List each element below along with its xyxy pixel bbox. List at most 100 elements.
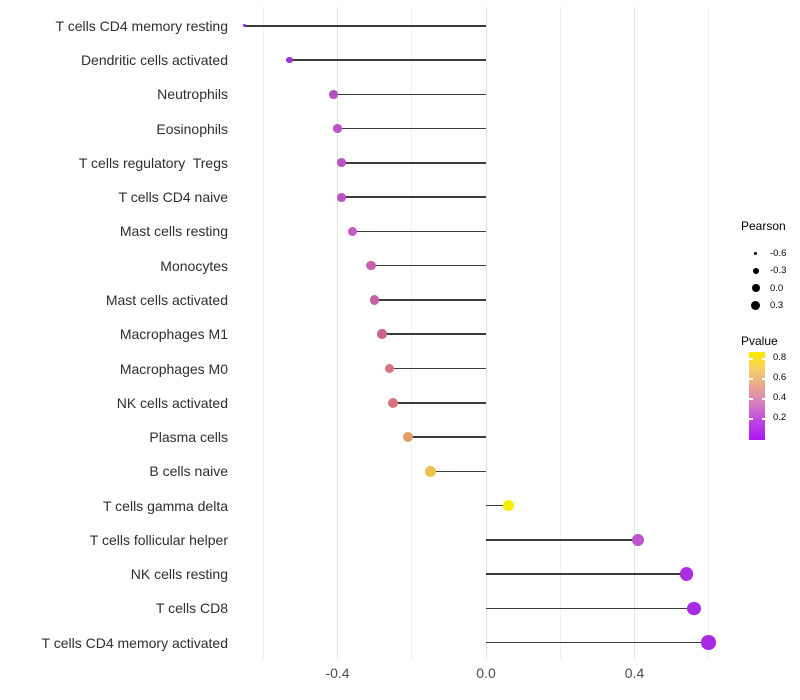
lollipop-dot — [687, 601, 701, 616]
lollipop-stem — [333, 93, 486, 96]
pearson-size-legend: Pearson -0.6 -0.3 0.0 0.3 — [741, 219, 786, 314]
size-dot-icon — [752, 267, 759, 274]
lollipop-dot — [347, 226, 357, 236]
legend-item: 0.0 — [741, 280, 786, 297]
size-dot-cell — [741, 251, 770, 256]
lollipop-stem — [486, 539, 639, 541]
lollipop-dot — [502, 500, 514, 512]
gradient-tick-label: 0.4 — [773, 392, 787, 403]
lollipop-dot — [336, 158, 346, 168]
category-label: B cells naive — [149, 463, 228, 480]
lollipop-dot — [336, 192, 346, 202]
lollipop-dot — [402, 431, 414, 443]
lollipop-stem — [382, 333, 486, 335]
gradient-tick — [761, 398, 765, 400]
lollipop-dot — [388, 397, 399, 408]
size-dot-icon — [751, 284, 760, 293]
category-label: Neutrophils — [157, 86, 228, 103]
category-label: Macrophages M0 — [119, 360, 228, 377]
category-label: Monocytes — [160, 257, 228, 274]
category-label: T cells CD4 memory activated — [41, 634, 228, 651]
lollipop-stem — [408, 436, 486, 438]
lollipop-dot — [701, 635, 717, 650]
lollipop-dot — [424, 465, 436, 477]
lollipop-stem — [352, 230, 486, 233]
gradient-tick — [749, 418, 753, 420]
gradient-tick — [761, 358, 765, 360]
gridline-major — [634, 7, 635, 659]
lollipop-stem — [374, 299, 486, 301]
x-axis-tick-label: 0.0 — [476, 665, 496, 681]
legend-item-label: -0.3 — [770, 265, 787, 277]
lollipop-dot — [632, 533, 645, 546]
category-label: T cells CD4 memory resting — [55, 17, 228, 34]
category-label: NK cells resting — [130, 566, 228, 583]
category-label: Mast cells activated — [105, 291, 228, 308]
gridline-minor — [708, 7, 710, 659]
lollipop-stem — [341, 196, 486, 198]
lollipop-stem — [341, 162, 486, 164]
size-dot-icon — [751, 301, 760, 311]
lollipop-dot — [377, 329, 387, 340]
lollipop-dot — [333, 124, 342, 133]
category-label: Eosinophils — [156, 120, 228, 137]
lollipop-dot — [366, 261, 376, 271]
lollipop-dot — [243, 24, 247, 28]
legend-item-label: -0.6 — [770, 248, 787, 260]
gridline-major — [337, 7, 338, 659]
lollipop-dot — [679, 567, 694, 581]
gradient-tick — [749, 378, 753, 380]
gradient-tick-label: 0.8 — [773, 352, 787, 363]
lollipop-stem — [370, 264, 486, 267]
x-axis-tick-label: -0.4 — [325, 665, 350, 681]
lollipop-stem — [337, 127, 486, 130]
gradient-tick — [761, 418, 765, 420]
lollipop-dot — [369, 295, 380, 305]
legend-item: 0.3 — [741, 297, 786, 314]
gradient-tick-label: 0.2 — [773, 412, 787, 423]
category-label: Dendritic cells activated — [80, 52, 228, 69]
lollipop-stem — [486, 573, 687, 575]
category-label: T cells gamma delta — [102, 497, 228, 514]
gridline-minor — [411, 7, 413, 659]
size-dot-cell — [741, 267, 770, 274]
pvalue-color-legend: Pvalue 0.8 0.6 0.4 0.2 — [741, 334, 800, 444]
legend-item: -0.6 — [741, 245, 786, 262]
lollipop-dot — [384, 363, 395, 374]
lollipop-stem — [389, 367, 486, 370]
gridline-major — [485, 7, 487, 659]
size-dot-cell — [741, 301, 770, 311]
lollipop-stem — [244, 25, 486, 27]
size-dot-cell — [741, 284, 770, 293]
legend-item-label: 0.0 — [770, 282, 784, 294]
legend-item: -0.3 — [741, 262, 786, 279]
gradient-tick — [749, 398, 753, 400]
lollipop-stem — [486, 504, 509, 507]
lollipop-stem — [430, 470, 486, 473]
lollipop-stem — [289, 59, 486, 61]
gridline-minor — [262, 7, 264, 659]
pvalue-legend-title: Pvalue — [741, 334, 778, 348]
size-dot-icon — [753, 251, 758, 256]
lollipop-stem — [486, 607, 694, 610]
category-label: Plasma cells — [149, 429, 228, 446]
lollipop-stem — [486, 641, 709, 644]
category-label: T cells follicular helper — [89, 531, 228, 548]
category-label: T cells CD4 naive — [118, 189, 228, 206]
category-label: Macrophages M1 — [119, 326, 228, 343]
gridline-minor — [559, 7, 561, 659]
pearson-legend-title: Pearson — [741, 219, 786, 233]
pvalue-gradient-bar — [749, 352, 765, 440]
lollipop-stem — [393, 402, 486, 404]
x-axis-tick-label: 0.4 — [624, 665, 645, 681]
category-label: NK cells activated — [116, 394, 228, 411]
lollipop-dot — [329, 89, 339, 99]
gradient-tick — [749, 358, 753, 360]
gradient-tick-label: 0.6 — [773, 372, 787, 383]
gradient-tick — [761, 378, 765, 380]
lollipop-dot — [285, 56, 293, 64]
category-label: T cells regulatory Tregs — [78, 154, 228, 171]
legend-item-label: 0.3 — [770, 300, 784, 312]
category-label: Mast cells resting — [119, 223, 228, 240]
